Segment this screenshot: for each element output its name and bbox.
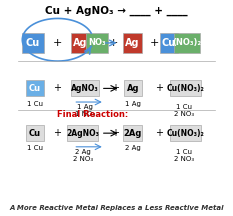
Text: AgNO₃: AgNO₃ <box>71 84 99 93</box>
Text: Cu(NO₃)₂: Cu(NO₃)₂ <box>166 129 204 138</box>
Text: 2 Ag
2 NO₃: 2 Ag 2 NO₃ <box>73 149 93 162</box>
Text: Cu: Cu <box>29 84 41 93</box>
Text: Cu: Cu <box>29 129 41 138</box>
Text: 1 Cu
2 NO₃: 1 Cu 2 NO₃ <box>174 104 194 117</box>
Text: +: + <box>53 38 62 48</box>
FancyBboxPatch shape <box>26 125 44 141</box>
Text: Ag: Ag <box>73 38 88 48</box>
FancyBboxPatch shape <box>123 125 142 141</box>
Text: Cu + AgNO₃ → ____ + ____: Cu + AgNO₃ → ____ + ____ <box>45 6 188 16</box>
Text: 1 Ag
1 NO₃: 1 Ag 1 NO₃ <box>75 104 95 117</box>
Text: +: + <box>150 38 159 48</box>
Text: 2AgNO₃: 2AgNO₃ <box>66 129 99 138</box>
Text: 1 Cu: 1 Cu <box>27 100 43 106</box>
Text: Final Reaction:: Final Reaction: <box>57 110 129 119</box>
FancyBboxPatch shape <box>86 33 108 52</box>
Text: Cu: Cu <box>26 38 40 48</box>
FancyBboxPatch shape <box>22 33 44 52</box>
FancyBboxPatch shape <box>169 80 201 96</box>
Text: 1 Cu
2 NO₃: 1 Cu 2 NO₃ <box>174 149 194 162</box>
FancyBboxPatch shape <box>71 80 99 96</box>
Text: +: + <box>155 128 163 138</box>
Text: +: + <box>53 128 61 138</box>
Text: 1 Ag: 1 Ag <box>125 100 141 106</box>
Text: Cu(NO₃)₂: Cu(NO₃)₂ <box>166 84 204 93</box>
Text: (NO₃)₂: (NO₃)₂ <box>173 38 202 48</box>
Text: +: + <box>155 83 163 93</box>
Text: A More Reactive Metal Replaces a Less Reactive Metal: A More Reactive Metal Replaces a Less Re… <box>9 205 224 211</box>
FancyBboxPatch shape <box>175 33 200 52</box>
FancyBboxPatch shape <box>67 125 98 141</box>
FancyBboxPatch shape <box>26 80 44 96</box>
FancyBboxPatch shape <box>169 125 201 141</box>
Text: Cu: Cu <box>162 38 176 48</box>
Text: 2Ag: 2Ag <box>123 129 142 138</box>
Text: NO₃: NO₃ <box>88 38 106 48</box>
Text: +: + <box>110 128 119 138</box>
Text: Ag: Ag <box>127 84 139 93</box>
Text: +: + <box>109 38 118 48</box>
Text: Ag: Ag <box>125 38 140 48</box>
Text: +: + <box>53 83 61 93</box>
FancyBboxPatch shape <box>71 33 90 52</box>
Text: +: + <box>110 83 119 93</box>
FancyBboxPatch shape <box>123 33 142 52</box>
Text: 1 Cu: 1 Cu <box>27 145 43 151</box>
FancyBboxPatch shape <box>124 80 142 96</box>
Text: 2 Ag: 2 Ag <box>125 145 140 151</box>
FancyBboxPatch shape <box>160 33 178 52</box>
